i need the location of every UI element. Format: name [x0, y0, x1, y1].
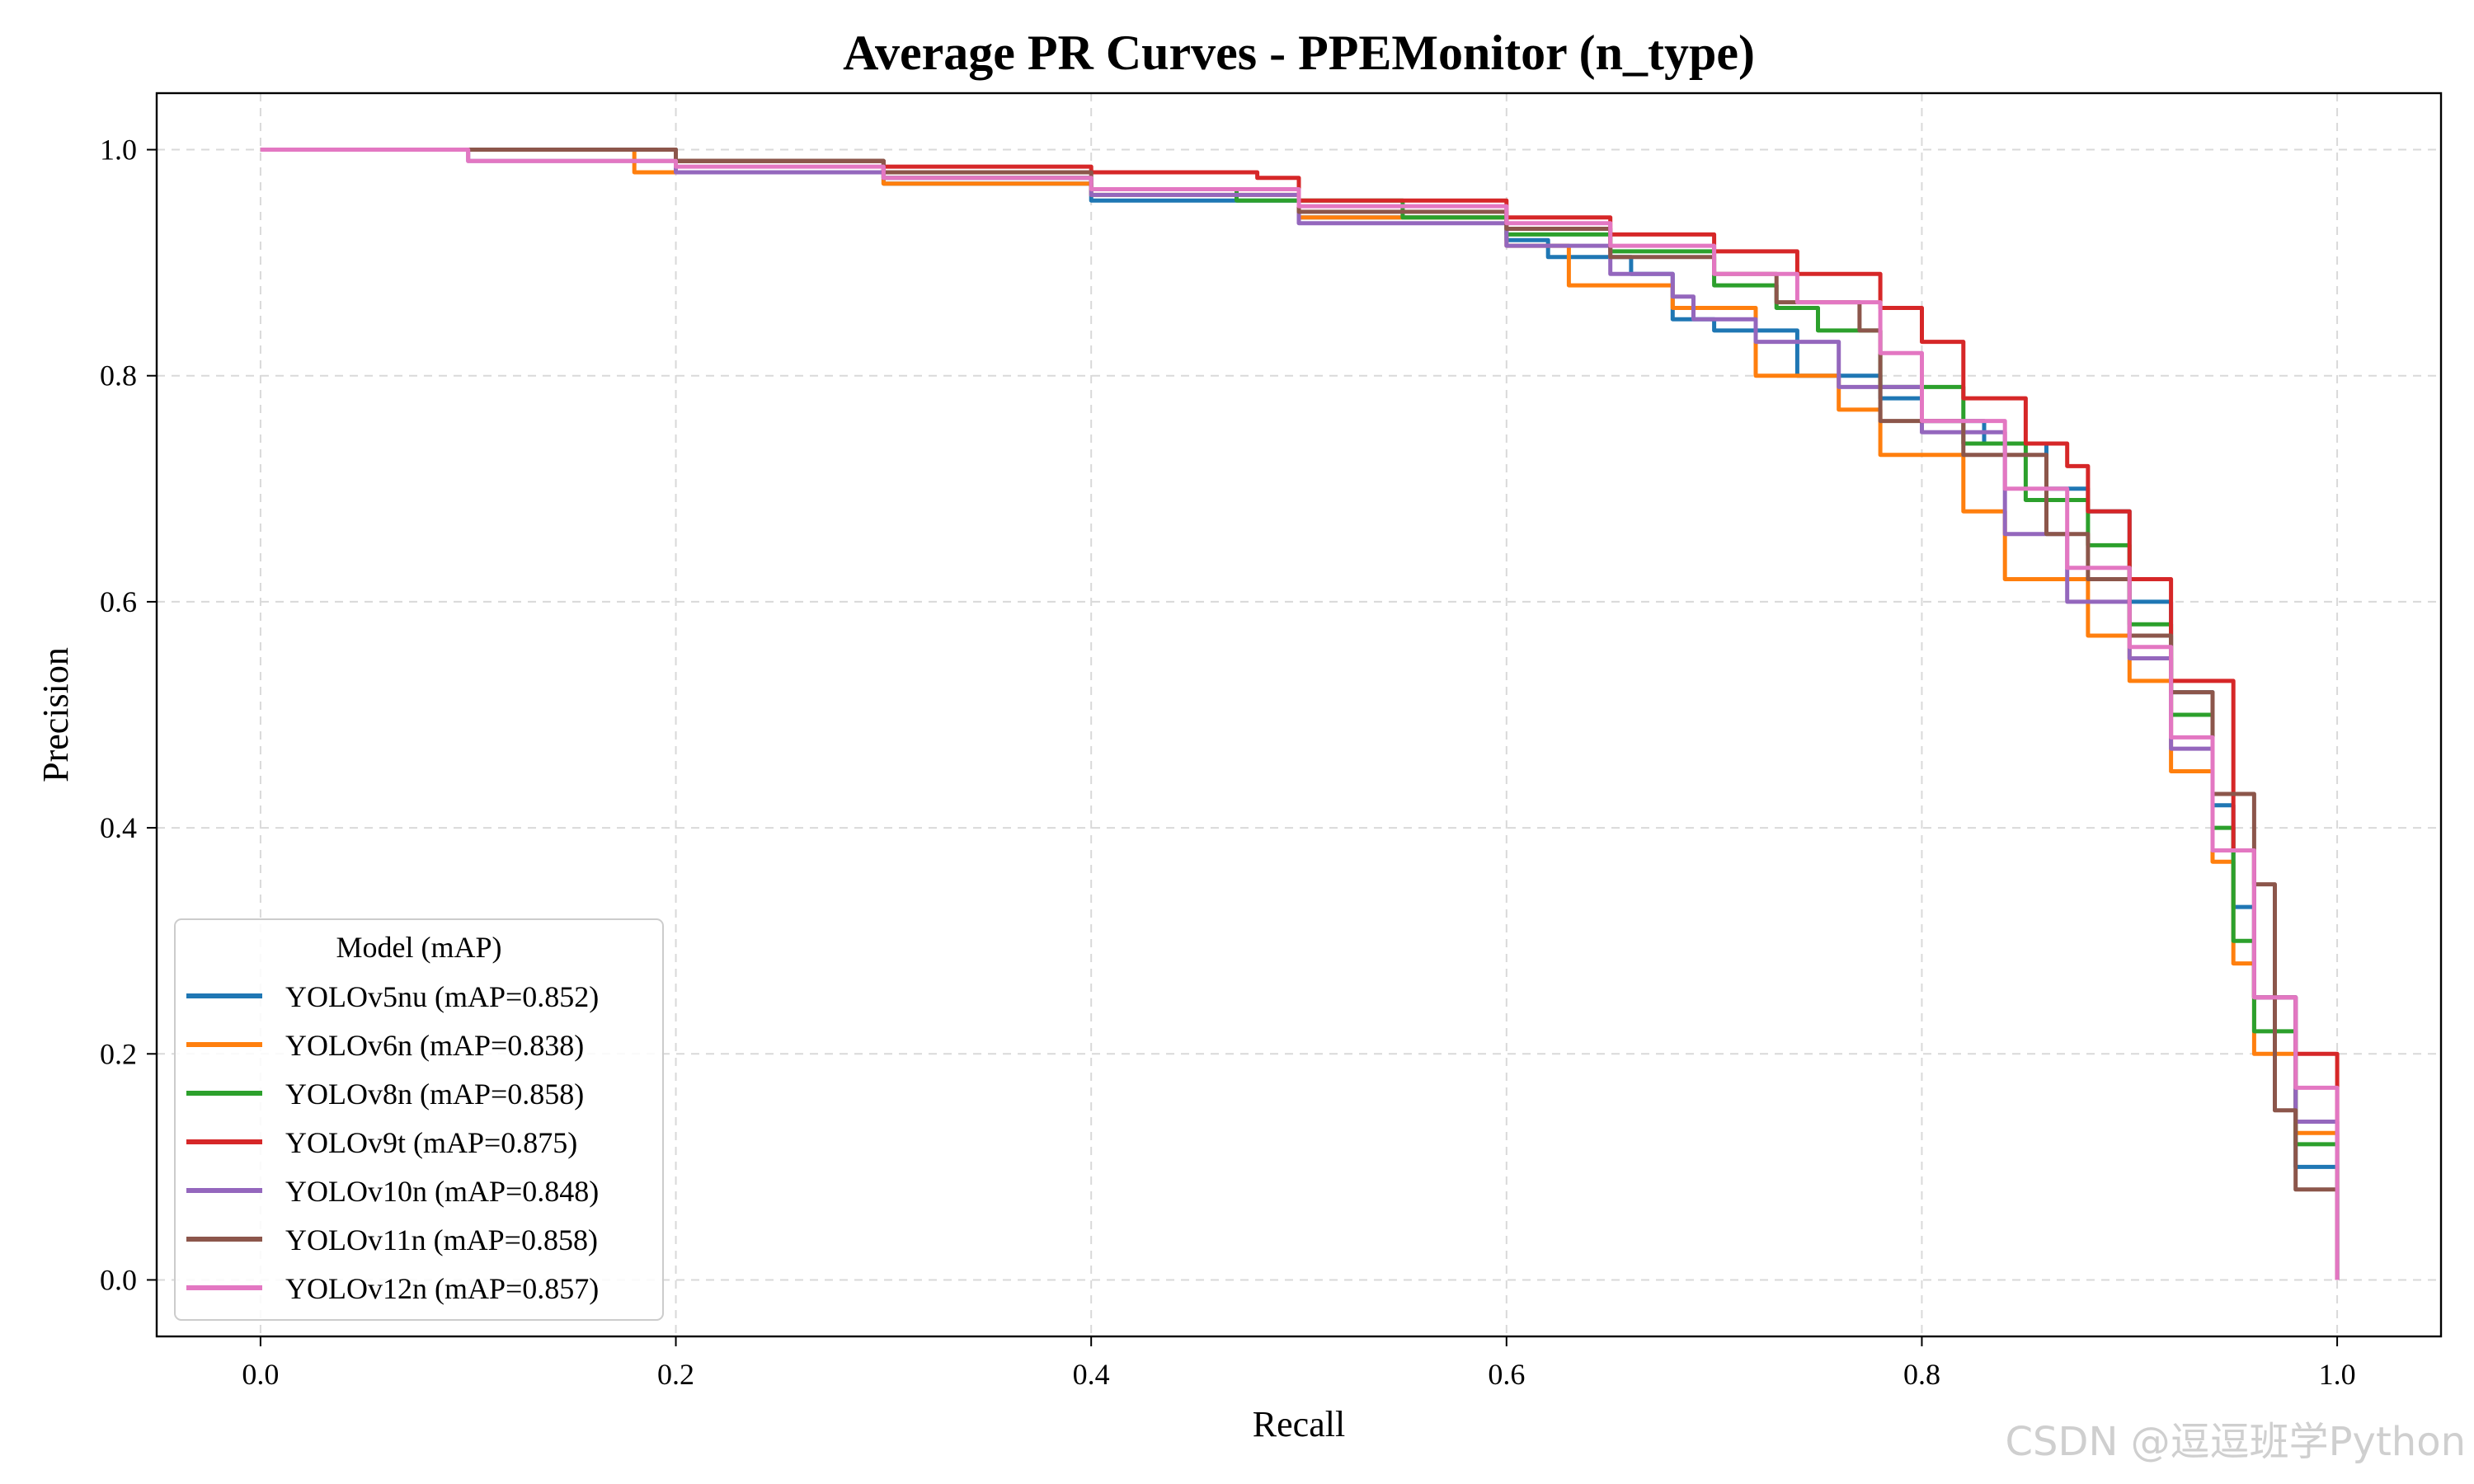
x-tick-label: 0.6 [1488, 1358, 1525, 1391]
legend-entry: YOLOv10n (mAP=0.848) [285, 1175, 599, 1208]
chart-title: Average PR Curves - PPEMonitor (n_type) [843, 26, 1755, 80]
series-line [260, 148, 2340, 1144]
legend: Model (mAP) YOLOv5nu (mAP=0.852) YOLOv6n … [174, 918, 664, 1321]
x-tick-label: 0.0 [242, 1358, 279, 1391]
legend-entry: YOLOv5nu (mAP=0.852) [285, 980, 599, 1013]
legend-entry: YOLOv11n (mAP=0.858) [285, 1223, 598, 1256]
legend-entry: YOLOv12n (mAP=0.857) [285, 1272, 599, 1305]
series-line [260, 148, 2340, 1280]
x-tick-label: 0.4 [1073, 1358, 1110, 1391]
y-tick-label: 1.0 [100, 134, 137, 167]
y-tick-label: 0.0 [100, 1263, 137, 1296]
axis-ticks: 0.0 0.2 0.4 0.6 0.8 1.0 0.0 0.2 0.4 0.6 0.8 1.0 [100, 134, 2356, 1391]
legend-entry: YOLOv6n (mAP=0.838) [285, 1029, 584, 1062]
grid [157, 93, 2441, 1336]
legend-entry: YOLOv8n (mAP=0.858) [285, 1078, 584, 1111]
legend-title: Model (mAP) [336, 931, 502, 964]
y-axis-label: Precision [35, 647, 76, 782]
x-tick-label: 1.0 [2319, 1358, 2356, 1391]
y-tick-label: 0.4 [100, 811, 137, 844]
y-tick-label: 0.6 [100, 585, 137, 618]
legend-box [174, 918, 664, 1321]
x-tick-label: 0.8 [1903, 1358, 1940, 1391]
x-axis-label: Recall [1253, 1404, 1345, 1444]
plot-frame [155, 92, 2443, 1338]
y-tick-label: 0.2 [100, 1037, 137, 1070]
legend-entry: YOLOv9t (mAP=0.875) [285, 1126, 577, 1159]
series-lines [260, 148, 2340, 1280]
x-tick-label: 0.2 [657, 1358, 694, 1391]
watermark: CSDN @逗逗班学Python [2006, 1419, 2467, 1465]
y-tick-label: 0.8 [100, 359, 137, 392]
